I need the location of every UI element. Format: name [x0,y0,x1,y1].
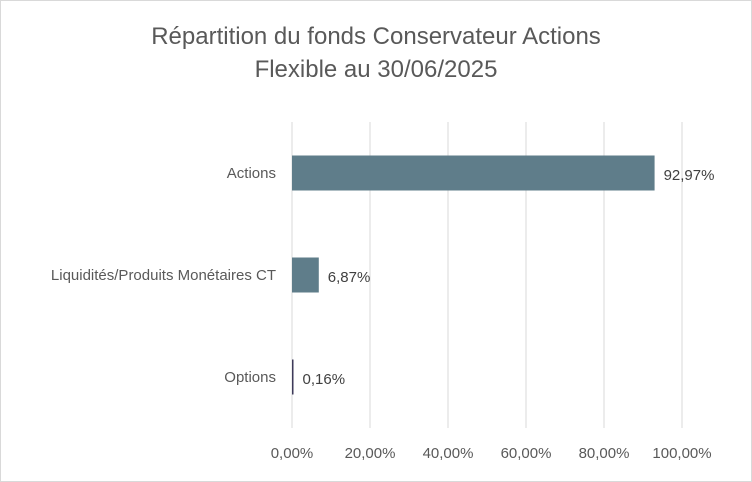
x-tick-label: 60,00% [501,445,552,462]
chart-title-line-1: Répartition du fonds Conservateur Action… [151,23,601,50]
bars [292,155,655,395]
bar [292,155,655,191]
x-tick-label: 100,00% [652,445,711,462]
x-tick-label: 40,00% [423,445,474,462]
category-label: Actions [227,165,276,182]
chart-title: Répartition du fonds Conservateur Action… [0,20,752,86]
data-label: 6,87% [328,269,371,286]
bar [292,359,294,395]
x-tick-label: 80,00% [579,445,630,462]
data-label: 0,16% [303,371,346,388]
bar [292,257,319,293]
category-labels: Actions Liquidités/Produits Monétaires CT… [51,165,276,386]
x-axis-tick-labels: 0,00% 20,00% 40,00% 60,00% 80,00% 100,00% [271,445,712,462]
chart-title-line-2: Flexible au 30/06/2025 [254,56,498,83]
category-label: Options [224,369,276,386]
x-tick-label: 20,00% [345,445,396,462]
data-label: 92,97% [664,167,715,184]
x-tick-label: 0,00% [271,445,314,462]
data-labels: 92,97% 6,87% 0,16% [303,167,715,388]
category-label: Liquidités/Produits Monétaires CT [51,267,276,284]
